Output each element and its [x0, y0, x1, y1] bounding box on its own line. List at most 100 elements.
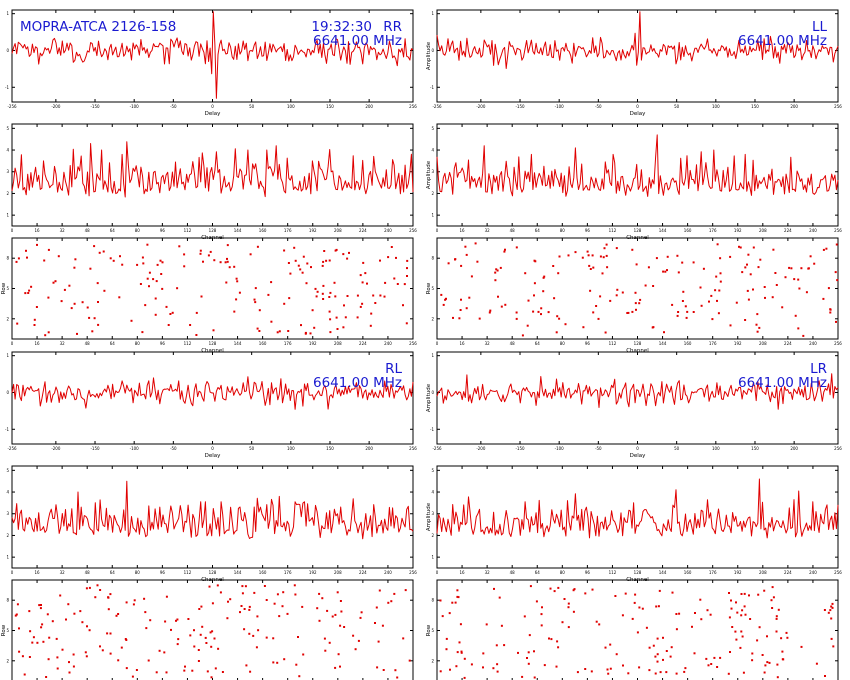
rl-row-point: [79, 610, 82, 613]
ll-row-point: [714, 289, 717, 292]
y-tick-label: 3: [6, 511, 9, 516]
x-tick-label: 144: [234, 228, 242, 233]
rl-row-point: [199, 633, 202, 636]
rl-delay-plot: -256 -200 -150 -100 -50 0 50 100 150 200 256 1 0 -1 De…: [5, 351, 417, 459]
x-tick-label: -200: [51, 446, 61, 451]
ll-row-point: [489, 309, 492, 312]
x-tick-label: 128: [634, 570, 642, 575]
lr-row-point: [740, 630, 743, 633]
rr-row-point: [161, 261, 164, 264]
rl-row-point: [382, 669, 385, 671]
rl-row-point: [193, 629, 195, 632]
rr-row-point: [393, 277, 396, 280]
lr-row-point: [684, 667, 687, 670]
x-tick-label: 100: [287, 104, 295, 109]
rr-row-point: [60, 300, 63, 303]
ll-row-point: [718, 289, 721, 292]
rr-row-point: [396, 283, 399, 285]
lr-row-point: [448, 612, 451, 615]
ll-row-point: [631, 310, 634, 313]
frequency-label: 6641.00 MHz: [313, 375, 402, 391]
ll-row-point: [790, 267, 793, 270]
rl-row-point: [340, 610, 343, 613]
lr-row-point: [716, 666, 719, 668]
lr-row-point: [633, 601, 636, 604]
rl-row-point: [99, 645, 101, 648]
ll-row-point: [756, 313, 759, 316]
rl-row-point: [206, 670, 209, 673]
rr-row-point: [379, 294, 382, 297]
lr-row-point: [445, 637, 448, 640]
ll-row-point: [589, 289, 592, 292]
y-tick-label: 3: [431, 169, 434, 174]
x-tick-label: 240: [809, 228, 817, 233]
rl-row-point: [217, 647, 220, 650]
x-tick-label: 200: [790, 446, 798, 451]
rl-row-point: [316, 607, 319, 610]
rl-row-point: [324, 649, 327, 652]
rr-row-point: [26, 256, 28, 259]
rl-row-point: [328, 641, 331, 644]
x-tick-label: 200: [365, 104, 373, 109]
y-tick-label: 2: [431, 316, 434, 321]
rr-row-point: [88, 316, 91, 319]
rl-row-point: [18, 627, 20, 630]
x-tick-label: 112: [609, 228, 617, 233]
x-tick-label: 96: [585, 228, 591, 233]
rr-row-point: [70, 307, 73, 310]
ll-row-point: [452, 316, 454, 319]
rl-row-point: [88, 586, 91, 589]
rl-row-point: [357, 639, 360, 642]
rr-row-point: [346, 295, 349, 297]
rr-row-point: [73, 266, 76, 269]
lr-row-point: [584, 592, 587, 595]
ll-row-point: [542, 290, 545, 293]
rl-row-point: [278, 615, 281, 618]
lr-row-point: [657, 605, 660, 608]
rr-row-point: [121, 263, 124, 266]
x-tick-label: -100: [555, 446, 565, 451]
lr-row-point: [749, 618, 752, 620]
x-tick-label: 200: [790, 104, 798, 109]
rl-row-point: [187, 618, 190, 620]
ll-row-point: [835, 243, 838, 246]
ll-row-point: [800, 267, 803, 270]
rr-row-point: [316, 290, 319, 293]
rl-row-point: [214, 667, 217, 670]
x-tick-label: 96: [585, 570, 591, 575]
lr-row-point: [831, 602, 834, 605]
x-tick-label: -256: [7, 104, 17, 109]
frequency-label: 6641.00 MHz: [738, 375, 827, 391]
y-tick-label: 2: [6, 316, 9, 321]
x-tick-label: 256: [409, 104, 417, 109]
x-tick-label: 256: [409, 341, 417, 346]
frequency-label: 6641.00 MHz: [313, 33, 402, 49]
lr-row-point: [742, 671, 745, 674]
y-tick-label: 4: [6, 148, 9, 153]
rl-row-point: [42, 640, 45, 643]
lr-row-point: [699, 598, 702, 601]
rr-row-point: [81, 301, 84, 304]
rr-row-point: [199, 252, 202, 255]
ll-delay-trace: [436, 11, 839, 69]
x-tick-label: 256: [834, 228, 842, 233]
lr-row-point: [485, 623, 488, 626]
rr-row-point: [68, 284, 71, 287]
x-tick-label: 176: [284, 228, 292, 233]
ll-row-point: [716, 299, 718, 302]
rl-row-point: [170, 628, 172, 631]
x-tick-label: 0: [11, 341, 14, 346]
rr-row-point: [374, 302, 377, 304]
ll-row-point: [719, 257, 722, 260]
x-tick-label: 256: [409, 570, 417, 575]
rr-row-point: [322, 260, 325, 263]
lr-row-point: [781, 650, 784, 653]
x-tick-label: -50: [170, 104, 177, 109]
ll-row-point: [631, 248, 634, 251]
rl-row-point: [176, 618, 179, 621]
ll-row-point: [692, 261, 695, 264]
lr-row-point: [529, 585, 532, 588]
rl-row-point: [343, 626, 346, 628]
x-tick-label: 144: [234, 570, 242, 575]
ll-row-point: [752, 288, 754, 291]
